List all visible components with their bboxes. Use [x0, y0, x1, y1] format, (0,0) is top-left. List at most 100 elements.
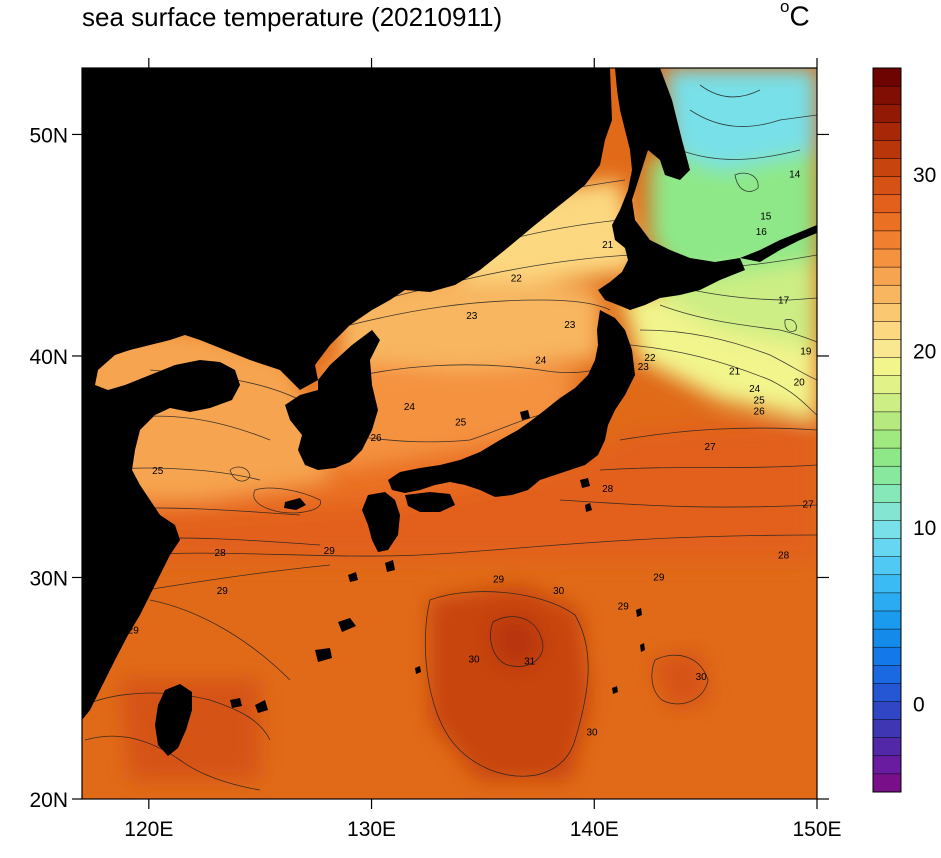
colorbar-swatch — [873, 592, 901, 612]
contour-label: 29 — [324, 546, 336, 557]
land-korean-peninsula — [285, 330, 380, 470]
contour-line — [639, 329, 817, 381]
colorbar-label: 0 — [913, 694, 925, 717]
region-okhotsk — [665, 68, 817, 170]
contour-line — [349, 299, 611, 326]
colorbar-swatch — [873, 484, 901, 503]
contour-label: 24 — [404, 402, 416, 413]
contour-line — [229, 466, 251, 482]
land-islet — [636, 608, 642, 617]
land — [82, 68, 817, 756]
land-islet — [415, 666, 421, 674]
colorbar-swatch — [873, 267, 901, 286]
contour-label: 28 — [215, 548, 227, 559]
contour-label: 15 — [760, 211, 772, 222]
contour-line — [149, 599, 291, 681]
contour-label: 20 — [794, 378, 806, 389]
region-warm-core — [490, 615, 545, 670]
colorbar-swatch — [873, 194, 901, 214]
colorbar-swatch — [873, 737, 901, 757]
contour-label: 27 — [166, 528, 178, 539]
colorbar-frame — [872, 67, 902, 793]
colorbar-swatch — [873, 430, 901, 449]
x-tick-label: 130E — [347, 818, 396, 841]
colorbar-swatch — [873, 249, 901, 268]
colorbar-swatch — [873, 375, 901, 395]
land-islet — [640, 643, 645, 652]
contour-line — [734, 172, 759, 192]
sst-field: 1415161719202121222223232324242425252526… — [82, 68, 817, 799]
land-islet — [255, 700, 268, 713]
contour-label: 25 — [754, 395, 766, 406]
contour-label: 23 — [564, 320, 576, 331]
colorbar-label: 20 — [913, 341, 936, 364]
land-islet — [348, 572, 358, 582]
colorbar-swatch — [873, 556, 901, 576]
colorbar-swatch — [873, 285, 901, 304]
x-tick-label: 150E — [792, 818, 841, 841]
colorbar-swatch — [873, 339, 901, 359]
y-axis: 20N 30N 40N 50N — [29, 124, 829, 812]
contour-label: 27 — [803, 499, 815, 510]
region-warm-pool — [430, 585, 590, 780]
contour-label: 29 — [653, 572, 665, 583]
land-islet — [338, 618, 356, 632]
land-asia-continent — [82, 68, 612, 720]
colorbar-swatch — [873, 68, 901, 87]
contour-label: 24 — [535, 355, 547, 366]
contour-label: 27 — [705, 442, 717, 453]
colorbar-swatch — [873, 502, 901, 521]
region-sea-of-japan-south — [320, 360, 580, 470]
colorbar-swatch — [873, 629, 901, 648]
contour-line — [784, 319, 797, 332]
contour-line — [619, 427, 817, 441]
contour-line — [679, 149, 801, 160]
colorbar-swatch — [873, 303, 901, 322]
colorbar-swatch — [873, 140, 901, 159]
y-tick-label: 50N — [29, 124, 68, 147]
colorbar-swatch — [873, 719, 901, 739]
map-frame — [81, 67, 818, 800]
contour-label: 30 — [553, 586, 565, 597]
contour-label: 30 — [696, 672, 708, 683]
colorbar-swatch — [873, 122, 901, 141]
contour-label: 25 — [455, 417, 467, 428]
y-tick-label: 40N — [29, 346, 68, 369]
contour-label: 28 — [177, 703, 189, 714]
contour-label: 17 — [778, 296, 790, 307]
colorbar-swatch — [873, 755, 901, 775]
land-kyushu — [362, 492, 400, 552]
contour-line — [84, 692, 271, 741]
colorbar-swatch — [873, 158, 901, 178]
contour-label: 28 — [602, 484, 614, 495]
x-tick-label: 140E — [570, 818, 619, 841]
contour-label: 29 — [128, 626, 140, 637]
land-islet — [612, 686, 618, 694]
colorbar-swatch — [873, 321, 901, 340]
contour-label: 14 — [789, 169, 801, 180]
colorbar-swatch — [873, 86, 901, 105]
region-okhotsk-mid — [650, 120, 817, 280]
contour-label: 29 — [493, 575, 505, 586]
unit-letter: C — [789, 0, 810, 32]
contour-line — [82, 534, 817, 561]
region-south-open — [650, 650, 710, 710]
colorbar-swatch — [873, 520, 901, 540]
contour-label: 26 — [370, 433, 382, 444]
contour-label: 29 — [217, 586, 229, 597]
land-islet — [385, 560, 395, 572]
contour-line — [559, 499, 817, 508]
colorbar-swatch — [873, 683, 901, 702]
colorbar-swatch — [873, 611, 901, 630]
contour-label: 21 — [729, 366, 741, 377]
contour-line — [689, 109, 817, 127]
land-jeju — [284, 498, 306, 510]
unit-label: oC — [780, 0, 810, 32]
colorbar-swatch — [873, 665, 901, 684]
land-islet — [580, 478, 590, 488]
contour-line — [699, 84, 761, 98]
contour-line — [424, 591, 589, 777]
contour-label: 23 — [466, 311, 478, 322]
colorbar-swatch — [873, 448, 901, 467]
